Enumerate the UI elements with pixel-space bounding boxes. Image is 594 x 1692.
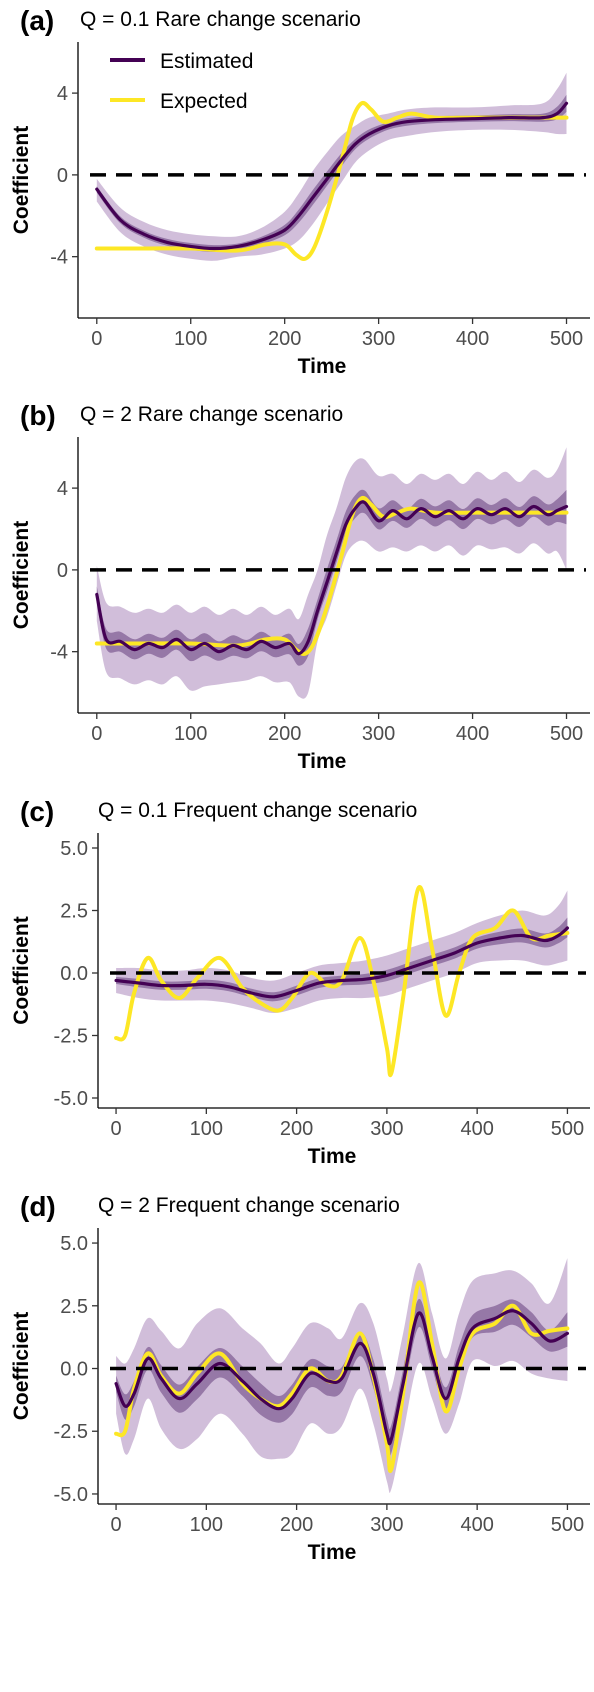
panel-d: (d) Q = 2 Frequent change scenario 5.0 2.5 0… [10,1191,590,1564]
x-tick-label: 400 [456,723,489,745]
x-tick-label: 400 [460,1514,493,1536]
x-tick-label: 500 [550,328,583,350]
y-tick-label: 5.0 [60,1233,88,1255]
y-axis-title: Coefficient [10,916,33,1025]
x-axis-title: Time [298,750,347,773]
series-expected-line [114,1280,570,1473]
y-tick-label: -2.5 [54,1026,88,1048]
series-estimated-line [95,101,569,251]
x-tick-label: 0 [91,723,102,745]
x-tick-label: 400 [460,1118,493,1140]
x-axis-title: Time [308,1145,357,1168]
x-tick-label: 100 [190,1118,223,1140]
series-estimated-line [114,926,569,999]
panel-title: Q = 0.1 Rare change scenario [80,8,361,31]
y-axis-title: Coefficient [10,1312,33,1421]
inner-band-estimated [96,489,567,666]
y-tick-label: 0.0 [60,963,88,985]
x-tick-label: 100 [190,1514,223,1536]
x-tick-label: 100 [174,723,207,745]
x-tick-label: 0 [110,1118,121,1140]
panel-label: (d) [20,1191,56,1222]
x-tick-label: 300 [362,723,395,745]
legend-label-expected: Expected [160,90,248,113]
x-tick-label: 500 [551,1514,584,1536]
y-tick-label: -2.5 [54,1421,88,1443]
panel-label: (c) [20,796,54,827]
panel-title: Q = 0.1 Frequent change scenario [98,799,417,822]
x-axis-title: Time [308,1541,357,1564]
series-estimated-line [95,500,569,656]
inner-band-estimated [116,917,568,1002]
x-tick-label: 0 [91,328,102,350]
x-tick-label: 300 [370,1118,403,1140]
y-tick-label: 0.0 [60,1359,88,1381]
x-axis-title: Time [298,355,347,378]
x-tick-label: 500 [550,723,583,745]
panel-label: (a) [20,5,54,36]
series-estimated-line [114,1309,569,1446]
x-tick-label: 400 [456,328,489,350]
panel-c: (c) Q = 0.1 Frequent change scenario 5.0 2.… [10,796,590,1168]
panel-title: Q = 2 Frequent change scenario [98,1194,400,1217]
x-tick-label: 0 [110,1514,121,1536]
series-expected-line [114,885,570,1077]
x-tick-label: 300 [362,328,395,350]
y-tick-label: 0 [57,560,68,582]
y-axis-title: Coefficient [10,126,33,235]
y-tick-label: -4 [50,642,68,664]
y-axis-title: Coefficient [10,521,33,630]
y-tick-label: 4 [57,478,68,500]
x-tick-label: 200 [280,1514,313,1536]
y-tick-label: -4 [50,247,68,269]
y-tick-label: 4 [57,83,68,105]
legend-label-estimated: Estimated [160,50,253,73]
legend: Estimated Expected [110,50,253,113]
y-tick-label: -5.0 [54,1484,88,1506]
x-tick-label: 200 [268,723,301,745]
x-tick-label: 200 [268,328,301,350]
y-tick-label: -5.0 [54,1088,88,1110]
y-tick-label: 5.0 [60,838,88,860]
panel-a: (a) Q = 0.1 Rare change scenario 4 0 -4 0 100 2… [10,5,590,378]
x-tick-label: 500 [551,1118,584,1140]
x-tick-label: 100 [174,328,207,350]
y-tick-label: 0 [57,165,68,187]
y-tick-label: 2.5 [60,901,88,923]
y-tick-label: 2.5 [60,1296,88,1318]
x-tick-label: 200 [280,1118,313,1140]
panel-b: (b) Q = 2 Rare change scenario 4 0 -4 0 100 200… [10,400,590,773]
x-tick-label: 300 [370,1514,403,1536]
panel-label: (b) [20,400,56,431]
panel-title: Q = 2 Rare change scenario [80,403,343,426]
